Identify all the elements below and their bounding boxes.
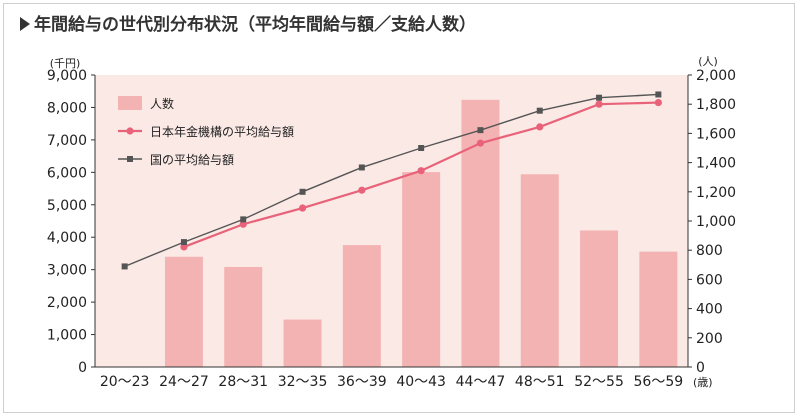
point-国の平均給与額 (477, 127, 484, 134)
point-国の平均給与額 (358, 164, 365, 171)
left-tick-label: 2,000 (47, 295, 87, 311)
bar-人数 (580, 230, 619, 367)
right-tick-label: 600 (696, 272, 723, 288)
legend-marker-日本年金機構の平均給与額 (126, 127, 134, 135)
x-tick-label: 52〜55 (574, 374, 624, 390)
bar-人数 (520, 174, 559, 367)
x-tick-label: 24〜27 (159, 374, 209, 390)
point-日本年金機構の平均給与額 (536, 123, 544, 131)
title-marker-icon (20, 17, 30, 31)
left-tick-label: 8,000 (47, 100, 87, 116)
point-日本年金機構の平均給与額 (180, 243, 188, 251)
chart-frame (3, 3, 795, 413)
legend-label-人数: 人数 (150, 96, 174, 111)
right-tick-label: 2,000 (696, 68, 736, 84)
x-tick-label: 56〜59 (634, 374, 684, 390)
left-tick-label: 1,000 (47, 328, 87, 344)
x-tick-label: 32〜35 (278, 374, 328, 390)
right-tick-label: 1,800 (696, 97, 736, 113)
x-tick-label: 40〜43 (396, 374, 446, 390)
left-tick-label: 6,000 (47, 165, 87, 181)
x-axis-unit: (歳) (693, 376, 713, 389)
point-日本年金機構の平均給与額 (476, 139, 485, 147)
point-国の平均給与額 (121, 263, 128, 270)
x-tick-label: 28〜31 (218, 374, 268, 390)
bar-人数 (342, 245, 381, 367)
point-日本年金機構の平均給与額 (239, 220, 247, 228)
point-国の平均給与額 (299, 188, 306, 195)
right-tick-label: 1,000 (696, 214, 736, 230)
point-国の平均給与額 (596, 94, 603, 101)
point-国の平均給与額 (536, 107, 543, 114)
point-日本年金機構の平均給与額 (654, 98, 662, 107)
point-日本年金機構の平均給与額 (417, 167, 425, 175)
line-国の平均給与額 (124, 93, 659, 268)
point-国の平均給与額 (180, 239, 187, 246)
right-tick-label: 200 (696, 331, 723, 347)
left-tick-label: 4,000 (47, 230, 87, 246)
bar-人数 (164, 256, 203, 367)
right-tick-label: 1,400 (696, 156, 736, 172)
point-国の平均給与額 (655, 91, 662, 98)
point-日本年金機構の平均給与額 (298, 204, 307, 212)
chart-title-text: 年間給与の世代別分布状況（平均年間給与額／支給人数） (34, 15, 476, 35)
x-tick-label: 20〜23 (100, 374, 150, 390)
right-tick-label: 1,200 (696, 185, 736, 201)
point-日本年金機構の平均給与額 (595, 100, 603, 108)
x-tick-label: 36〜39 (337, 374, 387, 390)
point-日本年金機構の平均給与額 (358, 186, 366, 194)
left-tick-label: 7,000 (47, 133, 87, 149)
legend-marker-国の平均給与額 (127, 156, 133, 162)
right-tick-label: 400 (696, 302, 723, 318)
right-tick-label: 1,600 (696, 126, 736, 142)
right-tick-label: 0 (696, 360, 705, 376)
right-axis-unit: (人) (698, 55, 718, 68)
left-tick-label: 5,000 (47, 198, 87, 214)
bar-人数 (639, 251, 678, 367)
bar-人数 (283, 319, 322, 367)
left-axis-unit: (千円) (50, 57, 81, 70)
chart-title: 年間給与の世代別分布状況（平均年間給与額／支給人数） (20, 10, 476, 35)
legend-label-国の平均給与額: 国の平均給与額 (150, 153, 234, 167)
legend-swatch-人数 (118, 96, 142, 110)
left-tick-label: 0 (78, 360, 87, 376)
right-tick-label: 800 (696, 243, 723, 259)
left-tick-label: 9,000 (47, 68, 87, 84)
x-tick-label: 48〜51 (515, 374, 565, 390)
left-tick-label: 3,000 (47, 263, 87, 279)
bar-人数 (224, 266, 263, 367)
bar-人数 (402, 172, 441, 367)
x-tick-label: 44〜47 (456, 374, 506, 390)
point-国の平均給与額 (418, 145, 425, 151)
point-国の平均給与額 (240, 216, 247, 223)
legend-label-日本年金機構の平均給与額: 日本年金機構の平均給与額 (150, 124, 294, 139)
